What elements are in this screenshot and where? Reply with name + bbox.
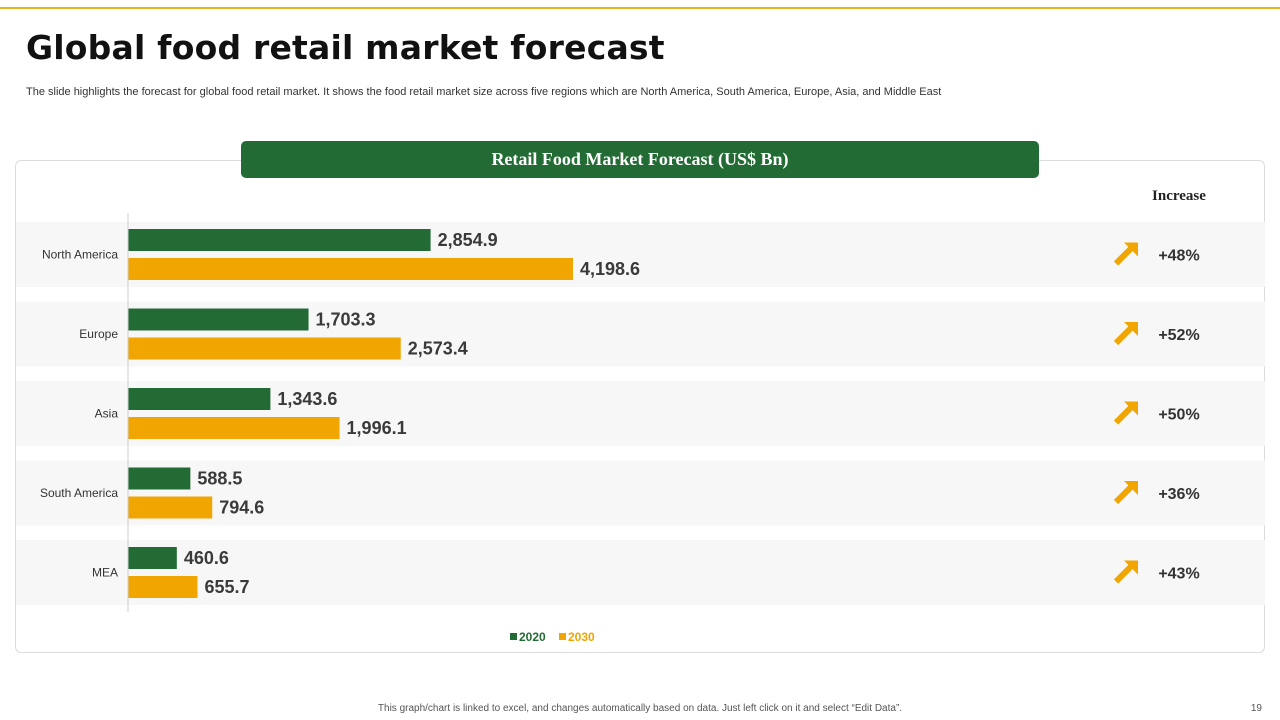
data-label-2030: 1,996.1 xyxy=(347,418,407,438)
page-number: 19 xyxy=(1250,703,1262,714)
data-label-2030: 2,573.4 xyxy=(408,339,468,359)
footer-note: This graph/chart is linked to excel, and… xyxy=(377,703,903,714)
data-label-2020: 1,343.6 xyxy=(277,389,337,409)
increase-value: +48% xyxy=(1158,248,1199,265)
bar-2020[interactable] xyxy=(128,467,191,490)
bar-2020[interactable] xyxy=(128,388,271,410)
bar-2030[interactable] xyxy=(128,337,401,360)
bar-2020[interactable] xyxy=(128,547,177,569)
arrow-up-right-icon xyxy=(1113,242,1138,266)
data-label-2020: 588.5 xyxy=(197,469,242,489)
category-label: MEA xyxy=(92,566,118,580)
legend-label-2020[interactable]: 2020 xyxy=(519,630,546,644)
arrow-up-right-icon xyxy=(1113,481,1138,505)
row-band xyxy=(16,460,1265,526)
arrow-up-right-icon xyxy=(1113,560,1138,584)
legend-swatch-2020 xyxy=(510,633,517,640)
data-label-2020: 1,703.3 xyxy=(316,310,376,330)
top-accent-rule xyxy=(0,7,1280,9)
category-label: North America xyxy=(42,248,118,262)
increase-value: +52% xyxy=(1158,327,1199,344)
bar-2020[interactable] xyxy=(128,308,309,331)
bar-2030[interactable] xyxy=(128,496,213,519)
page-subtitle: The slide highlights the forecast for gl… xyxy=(26,86,942,98)
increase-value: +50% xyxy=(1158,407,1199,424)
bar-2030[interactable] xyxy=(128,417,340,439)
page-title: Global food retail market forecast xyxy=(26,28,665,67)
arrow-up-right-icon xyxy=(1113,322,1138,346)
bar-2030[interactable] xyxy=(128,576,198,598)
arrow-up-right-icon xyxy=(1113,401,1138,425)
legend-swatch-2030 xyxy=(559,633,566,640)
bar-2030[interactable] xyxy=(128,258,573,280)
data-label-2030: 655.7 xyxy=(204,577,249,597)
increase-value: +36% xyxy=(1158,486,1199,503)
category-label: Europe xyxy=(79,327,118,341)
data-label-2030: 4,198.6 xyxy=(580,259,640,279)
data-label-2020: 460.6 xyxy=(184,548,229,568)
category-label: South America xyxy=(40,486,118,500)
chart-title: Retail Food Market Forecast (US$ Bn) xyxy=(241,141,1039,178)
row-band xyxy=(16,540,1265,605)
bar-2020[interactable] xyxy=(128,229,431,251)
legend-label-2030[interactable]: 2030 xyxy=(568,630,595,644)
increase-column-header: Increase xyxy=(1152,188,1206,204)
data-label-2030: 794.6 xyxy=(219,498,264,518)
category-label: Asia xyxy=(95,407,119,421)
data-label-2020: 2,854.9 xyxy=(438,230,498,250)
increase-value: +43% xyxy=(1158,566,1199,583)
